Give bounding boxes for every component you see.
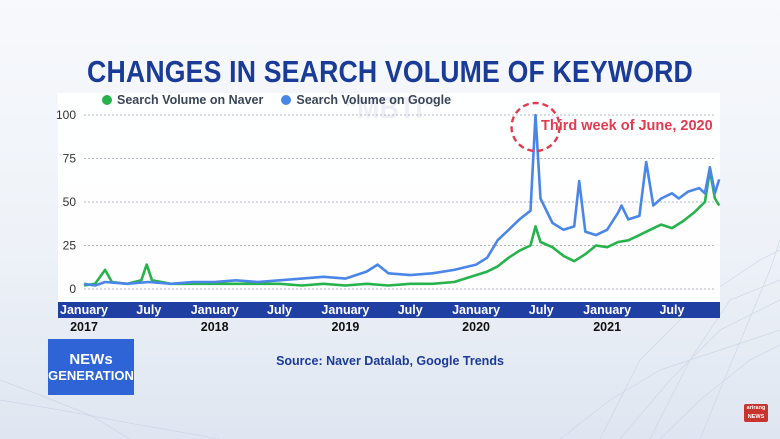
legend-item-google: Search Volume on Google	[281, 93, 451, 107]
x-tick-label: January	[321, 303, 370, 317]
broadcaster-logo: arirang NEWS	[744, 404, 768, 422]
x-year-label: 2020	[462, 320, 490, 334]
series-line-google	[83, 113, 721, 287]
program-logo: NEWs GENERATION	[48, 339, 134, 395]
x-year-label: 2017	[70, 320, 98, 334]
legend-label-naver: Search Volume on Naver	[117, 93, 264, 107]
y-axis-ticks: 0 25 50 75 100	[56, 108, 76, 296]
x-year-label: 2018	[200, 320, 229, 334]
x-tick-label: January	[190, 303, 239, 317]
legend-item-naver: Search Volume on Naver	[102, 93, 263, 107]
x-tick-label: July	[397, 303, 423, 317]
x-tick-label: July	[659, 303, 685, 317]
x-year-label: 2019	[331, 320, 360, 334]
series-lines	[83, 113, 721, 287]
series-line-naver	[83, 169, 721, 287]
logo-line-1: NEWs	[69, 350, 113, 368]
legend-marker-google	[281, 95, 292, 105]
brand-line-2: NEWS	[747, 414, 765, 420]
annotation-ring	[510, 101, 561, 153]
y-tick-label: 0	[69, 282, 76, 296]
x-tick-label: July	[136, 303, 162, 317]
chart-panel	[58, 93, 720, 303]
x-tick-label: January	[452, 303, 501, 317]
y-tick-label: 25	[63, 239, 77, 253]
legend-label-google: Search Volume on Google	[296, 93, 452, 107]
legend-marker-naver	[102, 95, 112, 105]
y-tick-label: 50	[63, 195, 77, 209]
gridlines	[84, 114, 716, 290]
y-tick-label: 75	[63, 152, 77, 166]
x-tick-label: January	[583, 303, 632, 317]
x-axis-bar	[58, 302, 720, 318]
legend: Search Volume on Naver Search Volume on …	[102, 93, 451, 107]
x-tick-label: January	[60, 303, 108, 317]
x-year-label: 2021	[593, 320, 622, 334]
brand-line-1: arirang	[746, 405, 766, 411]
x-tick-label: July	[528, 303, 554, 317]
source-note: Source: Naver Datalab, Google Trends	[276, 354, 504, 368]
y-tick-label: 100	[56, 108, 76, 122]
x-tick-label: July	[266, 303, 293, 317]
annotation-label: Third week of June, 2020	[541, 118, 713, 134]
annotation-circle	[510, 101, 561, 153]
logo-line-2: GENERATION	[48, 367, 134, 383]
